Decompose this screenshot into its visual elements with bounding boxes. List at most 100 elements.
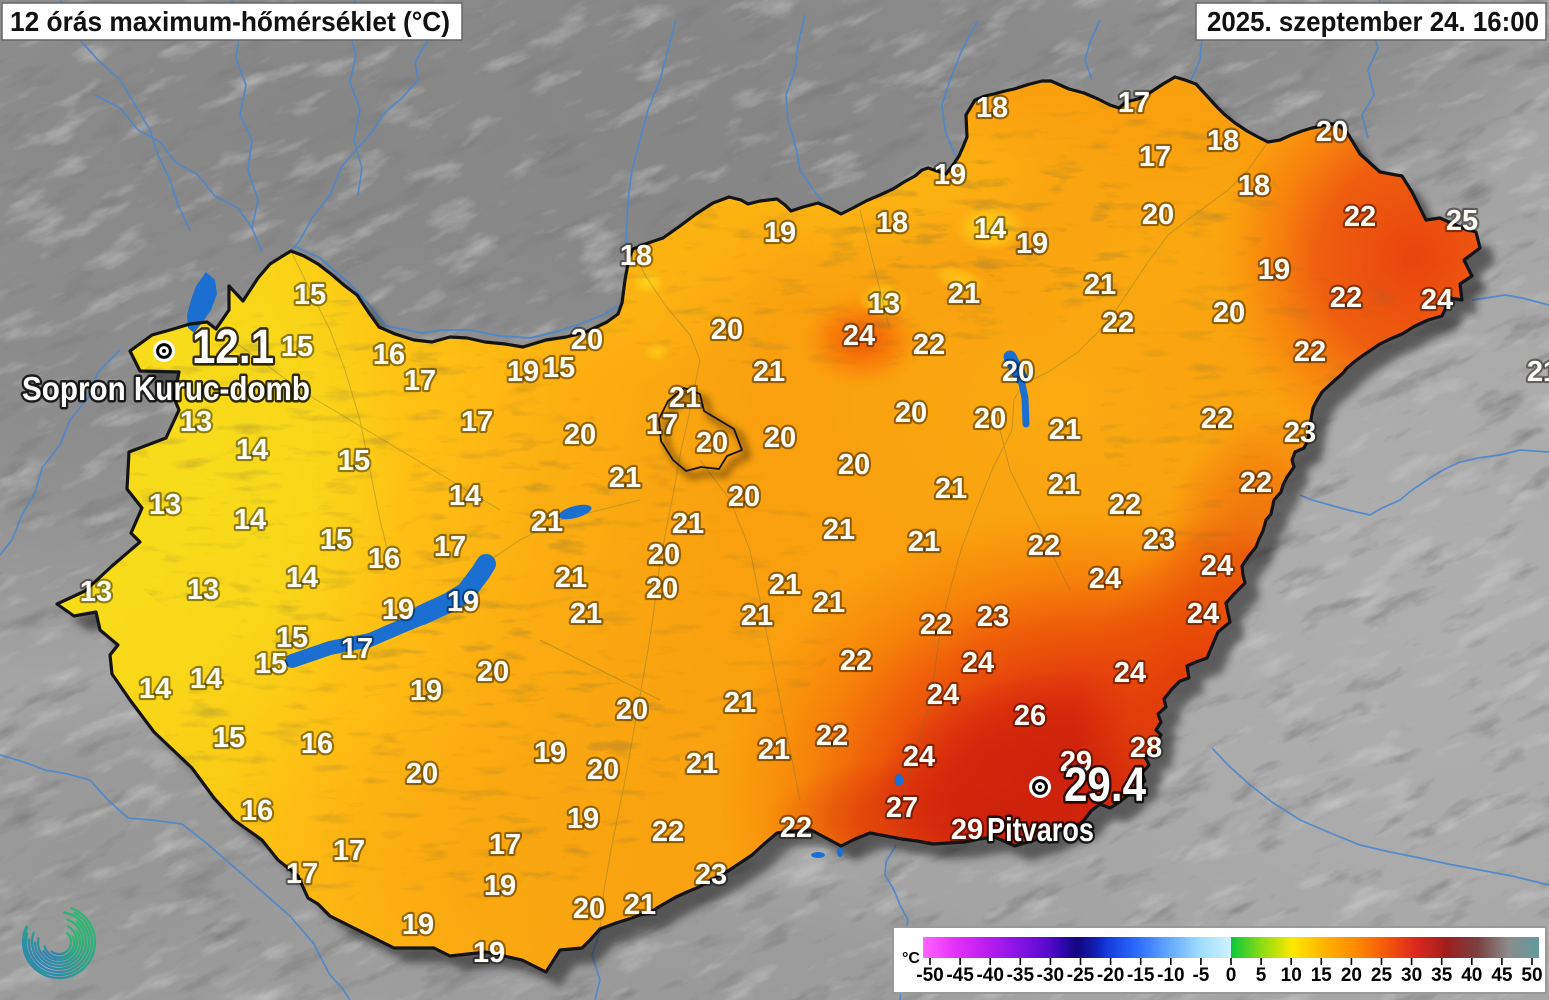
svg-text:17: 17 xyxy=(1118,87,1150,119)
svg-text:27: 27 xyxy=(886,792,918,824)
svg-text:23: 23 xyxy=(977,601,1009,633)
svg-text:14: 14 xyxy=(234,504,266,536)
svg-text:Sopron Kuruc-domb: Sopron Kuruc-domb xyxy=(22,370,310,407)
svg-text:21: 21 xyxy=(1527,356,1549,388)
svg-text:19: 19 xyxy=(382,594,414,626)
svg-text:24: 24 xyxy=(1187,598,1219,630)
svg-text:15: 15 xyxy=(543,352,575,384)
svg-text:20: 20 xyxy=(564,419,596,451)
svg-text:17: 17 xyxy=(1139,141,1171,173)
svg-text:22: 22 xyxy=(1240,467,1272,499)
svg-text:20: 20 xyxy=(1341,965,1362,986)
svg-text:15: 15 xyxy=(1311,965,1333,986)
svg-text:20: 20 xyxy=(587,754,619,786)
svg-text:13: 13 xyxy=(868,288,900,320)
svg-text:22: 22 xyxy=(1294,336,1326,368)
svg-text:-5: -5 xyxy=(1192,965,1209,986)
svg-text:14: 14 xyxy=(286,562,318,594)
svg-text:20: 20 xyxy=(573,893,605,925)
svg-text:29: 29 xyxy=(951,814,983,846)
svg-text:18: 18 xyxy=(876,207,908,239)
svg-text:-40: -40 xyxy=(976,965,1003,986)
svg-text:12 órás maximum-hőmérséklet (°: 12 órás maximum-hőmérséklet (°C) xyxy=(10,6,450,37)
svg-text:14: 14 xyxy=(139,673,171,705)
svg-text:17: 17 xyxy=(489,829,521,861)
svg-text:21: 21 xyxy=(908,526,940,558)
svg-text:20: 20 xyxy=(728,481,760,513)
svg-text:°C: °C xyxy=(902,950,920,967)
svg-text:10: 10 xyxy=(1281,965,1302,986)
svg-text:22: 22 xyxy=(780,812,812,844)
svg-text:12.1: 12.1 xyxy=(192,321,274,374)
svg-text:20: 20 xyxy=(1002,356,1034,388)
svg-text:16: 16 xyxy=(301,728,333,760)
svg-text:21: 21 xyxy=(531,506,563,538)
svg-text:20: 20 xyxy=(1142,199,1174,231)
svg-text:15: 15 xyxy=(320,524,352,556)
svg-text:22: 22 xyxy=(1109,489,1141,521)
svg-text:15: 15 xyxy=(281,331,313,363)
svg-text:15: 15 xyxy=(294,279,326,311)
svg-text:21: 21 xyxy=(570,598,602,630)
svg-text:-35: -35 xyxy=(1007,965,1035,986)
svg-text:22: 22 xyxy=(840,645,872,677)
svg-text:17: 17 xyxy=(461,406,493,438)
svg-text:21: 21 xyxy=(1048,469,1080,501)
svg-text:2025. szeptember 24. 16:00: 2025. szeptember 24. 16:00 xyxy=(1207,6,1539,37)
svg-text:22: 22 xyxy=(1201,403,1233,435)
svg-text:19: 19 xyxy=(484,870,516,902)
svg-text:22: 22 xyxy=(1028,530,1060,562)
svg-text:20: 20 xyxy=(1316,116,1348,148)
svg-text:20: 20 xyxy=(895,397,927,429)
svg-text:25: 25 xyxy=(1446,205,1478,237)
svg-text:14: 14 xyxy=(190,663,222,695)
svg-text:14: 14 xyxy=(236,434,268,466)
svg-text:16: 16 xyxy=(373,339,405,371)
svg-text:21: 21 xyxy=(741,600,773,632)
svg-text:15: 15 xyxy=(255,648,287,680)
svg-text:18: 18 xyxy=(1207,125,1239,157)
svg-text:24: 24 xyxy=(1421,284,1453,316)
svg-text:13: 13 xyxy=(80,576,112,608)
svg-text:-50: -50 xyxy=(916,965,943,986)
svg-text:19: 19 xyxy=(447,586,479,618)
svg-text:50: 50 xyxy=(1521,965,1542,986)
svg-text:21: 21 xyxy=(948,278,980,310)
svg-text:20: 20 xyxy=(696,427,728,459)
svg-text:Pitvaros: Pitvaros xyxy=(987,811,1094,848)
svg-text:40: 40 xyxy=(1461,965,1482,986)
svg-text:15: 15 xyxy=(213,722,245,754)
svg-text:18: 18 xyxy=(620,240,652,272)
svg-text:22: 22 xyxy=(913,329,945,361)
svg-text:-10: -10 xyxy=(1157,965,1184,986)
svg-text:20: 20 xyxy=(477,656,509,688)
svg-text:23: 23 xyxy=(1143,524,1175,556)
svg-text:20: 20 xyxy=(648,539,680,571)
svg-text:19: 19 xyxy=(507,356,539,388)
svg-text:14: 14 xyxy=(974,213,1006,245)
svg-text:17: 17 xyxy=(286,858,318,890)
svg-text:17: 17 xyxy=(404,365,436,397)
svg-text:29: 29 xyxy=(1060,746,1092,778)
svg-text:21: 21 xyxy=(672,508,704,540)
svg-text:28: 28 xyxy=(1130,732,1162,764)
svg-text:20: 20 xyxy=(838,449,870,481)
svg-text:30: 30 xyxy=(1401,965,1422,986)
svg-text:21: 21 xyxy=(753,356,785,388)
svg-text:19: 19 xyxy=(410,675,442,707)
svg-text:21: 21 xyxy=(823,514,855,546)
svg-text:21: 21 xyxy=(624,889,656,921)
svg-text:20: 20 xyxy=(646,573,678,605)
svg-text:24: 24 xyxy=(962,647,994,679)
svg-text:24: 24 xyxy=(927,679,959,711)
svg-text:21: 21 xyxy=(813,587,845,619)
svg-text:35: 35 xyxy=(1431,965,1453,986)
svg-text:20: 20 xyxy=(974,403,1006,435)
svg-text:17: 17 xyxy=(341,633,373,665)
svg-text:20: 20 xyxy=(711,314,743,346)
svg-text:-20: -20 xyxy=(1097,965,1124,986)
svg-text:45: 45 xyxy=(1491,965,1513,986)
svg-text:21: 21 xyxy=(724,687,756,719)
svg-text:13: 13 xyxy=(187,574,219,606)
svg-text:22: 22 xyxy=(1344,201,1376,233)
